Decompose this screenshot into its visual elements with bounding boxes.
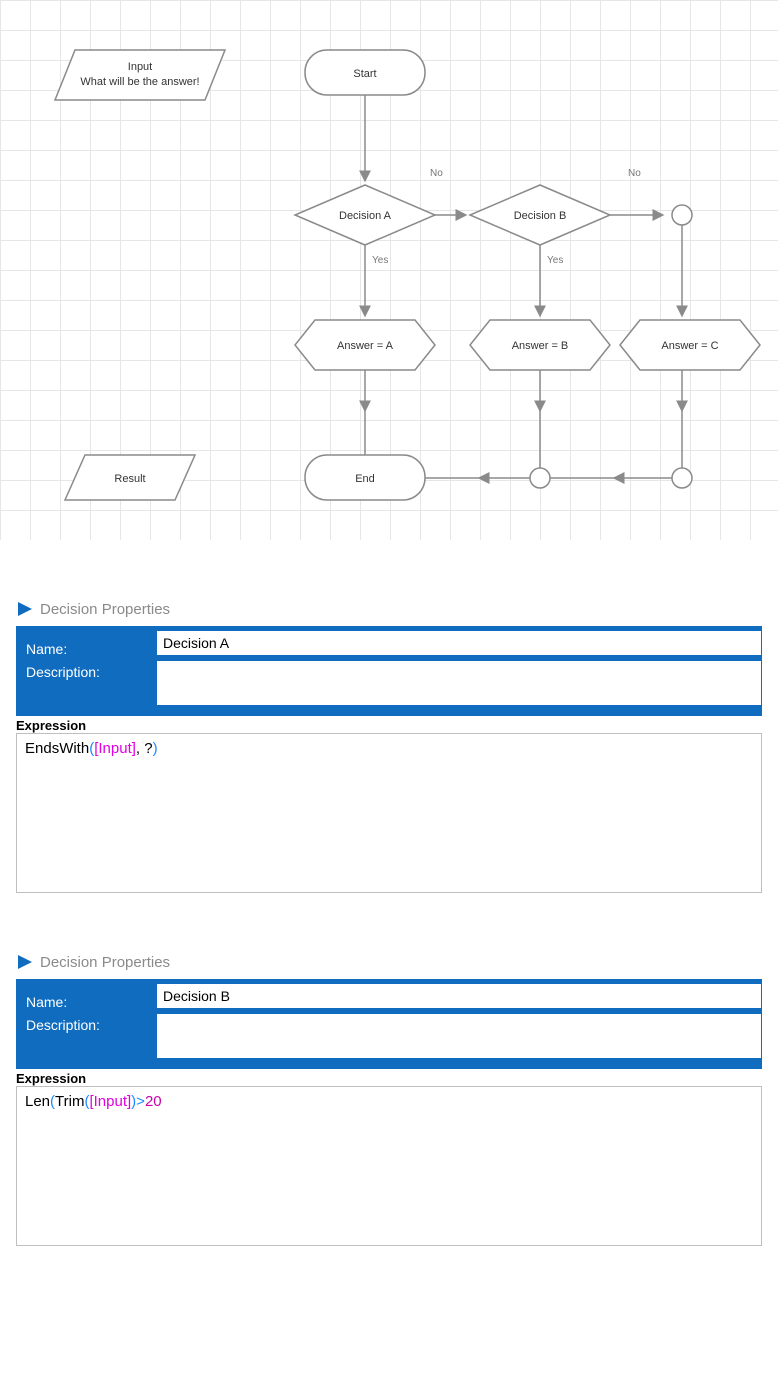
node-ansB-label: Answer = B <box>512 340 569 352</box>
expr-a-field: [Input] <box>94 740 136 757</box>
panel-b-desc-label: Description: <box>26 1017 146 1033</box>
flowchart-canvas: Input What will be the answer! Start Dec… <box>0 0 778 540</box>
panel-a-desc-label: Description: <box>26 664 146 680</box>
panel-b-expr-label: Expression <box>16 1071 762 1086</box>
node-connector-top-right[interactable] <box>672 205 692 225</box>
node-ansA-label: Answer = A <box>337 340 394 352</box>
node-decB-label: Decision B <box>514 210 567 222</box>
node-input-label-l2: What will be the answer! <box>80 76 199 88</box>
expr-b-fn1: Len <box>25 1093 50 1110</box>
edge-label-decB-yes: Yes <box>547 255 563 266</box>
panel-b-name-label: Name: <box>26 987 146 1017</box>
flag-icon <box>16 600 34 618</box>
panel-b-name-input[interactable] <box>156 983 762 1009</box>
flag-icon <box>16 953 34 971</box>
node-connector-bottom-mid[interactable] <box>530 468 550 488</box>
node-end-label: End <box>355 473 375 485</box>
edge-label-decB-no: No <box>628 168 641 179</box>
edge-label-decA-no: No <box>430 168 443 179</box>
node-decA-label: Decision A <box>339 210 392 222</box>
panel-a-name-input[interactable] <box>156 630 762 656</box>
expr-b-fn2: Trim <box>55 1093 84 1110</box>
node-start-label: Start <box>353 68 376 80</box>
panel-b-desc-input[interactable] <box>156 1013 762 1059</box>
panel-a-desc-input[interactable] <box>156 660 762 706</box>
panel-a-expr-box[interactable]: EndsWith([Input], ?) <box>16 733 762 893</box>
expr-a-close: ) <box>153 740 158 757</box>
expr-b-num: 20 <box>145 1093 162 1110</box>
decision-properties-panel-a: Decision Properties Name: Description: E… <box>0 540 778 893</box>
node-input-label-l1: Input <box>128 61 152 73</box>
node-ansC-label: Answer = C <box>661 340 718 352</box>
edge-label-decA-yes: Yes <box>372 255 388 266</box>
flowchart-svg: Input What will be the answer! Start Dec… <box>0 0 778 540</box>
panel-a-expr-label: Expression <box>16 718 762 733</box>
expr-a-fn: EndsWith <box>25 740 89 757</box>
node-input[interactable] <box>55 50 225 100</box>
panel-a-name-label: Name: <box>26 634 146 664</box>
panel-b-title: Decision Properties <box>40 954 170 971</box>
node-result-label: Result <box>114 473 145 485</box>
expr-b-op: > <box>136 1093 145 1110</box>
panel-b-expr-box[interactable]: Len(Trim([Input])>20 <box>16 1086 762 1246</box>
expr-a-mid: , ? <box>136 740 153 757</box>
node-connector-bottom-right[interactable] <box>672 468 692 488</box>
expr-b-field: [Input] <box>89 1093 131 1110</box>
decision-properties-panel-b: Decision Properties Name: Description: E… <box>0 893 778 1246</box>
panel-a-title: Decision Properties <box>40 601 170 618</box>
